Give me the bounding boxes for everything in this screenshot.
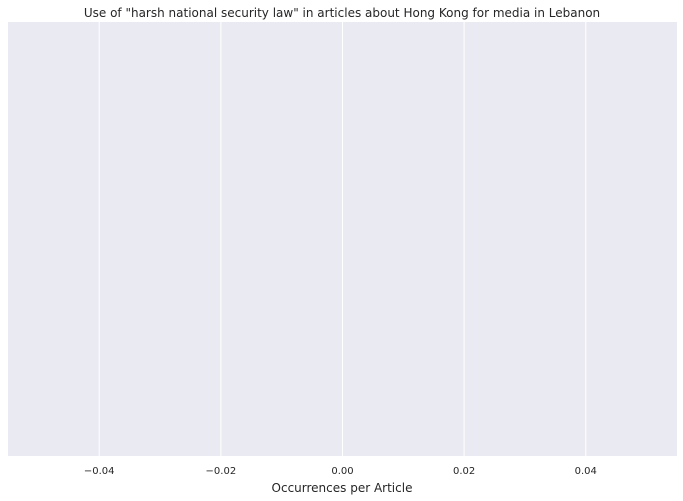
chart-title: Use of "harsh national security law" in …: [84, 6, 600, 20]
x-tick-label: −0.04: [84, 466, 115, 477]
x-axis-label: Occurrences per Article: [272, 481, 413, 495]
gridlines: [98, 22, 587, 456]
x-tick-label: 0.00: [331, 466, 353, 477]
x-tick-labels: −0.04 −0.02 0.00 0.02 0.04: [84, 466, 597, 477]
x-tick-label: 0.02: [453, 466, 475, 477]
x-tick-label: −0.02: [206, 466, 237, 477]
x-tick-label: 0.04: [575, 466, 597, 477]
